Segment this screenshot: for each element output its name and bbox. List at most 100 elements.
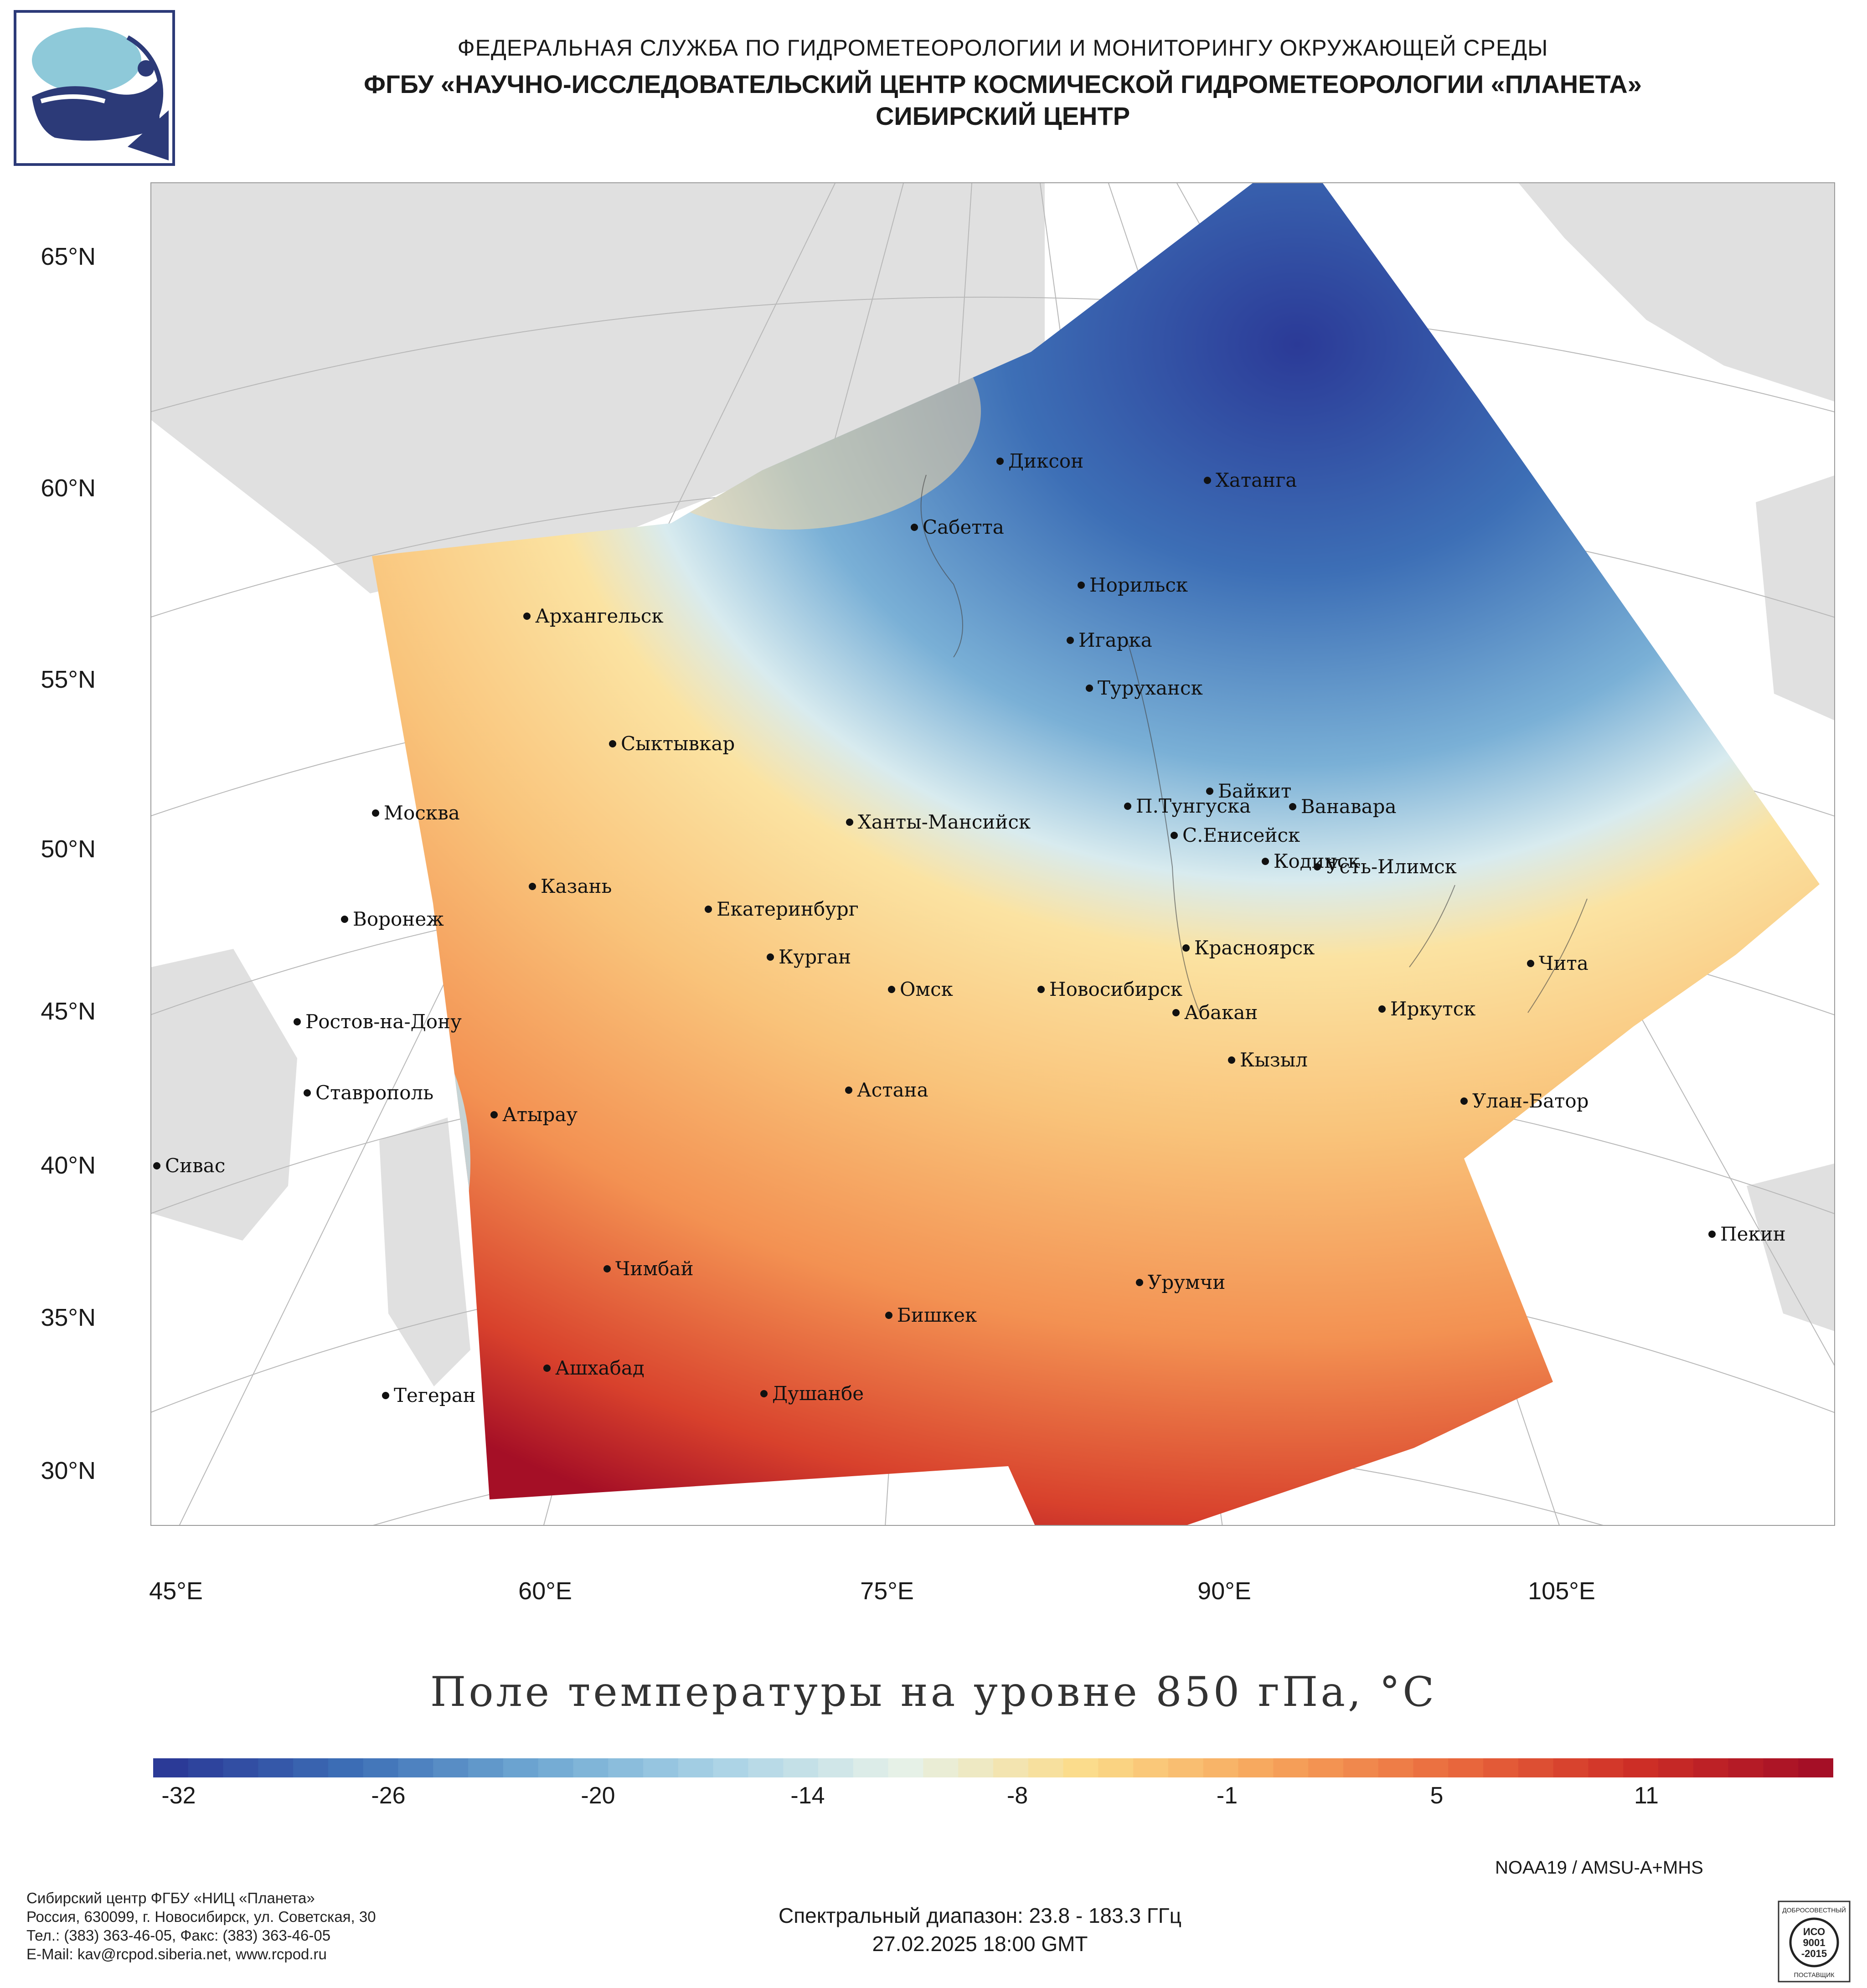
city-marker: [609, 740, 616, 747]
colorbar-segment: [958, 1758, 994, 1777]
organization-info: Сибирский центр ФГБУ «НИЦ «Планета» Росс…: [26, 1889, 376, 1963]
city-marker: [1067, 637, 1074, 644]
colorbar-segment: [1133, 1758, 1169, 1777]
city-marker: [996, 458, 1004, 465]
city-marker: [1086, 685, 1093, 692]
city-label: Казань: [541, 875, 612, 897]
colorbar-segment: [1378, 1758, 1414, 1777]
city-label: Туруханск: [1098, 677, 1203, 699]
colorbar: [153, 1758, 1833, 1777]
colorbar-segment: [258, 1758, 294, 1777]
colorbar-tick-label: -20: [581, 1782, 615, 1809]
svg-text:ДОБРОСОВЕСТНЫЙ: ДОБРОСОВЕСТНЫЙ: [1782, 1906, 1846, 1914]
city-marker: [888, 986, 895, 993]
city-marker: [153, 1162, 160, 1169]
colorbar-segment: [293, 1758, 329, 1777]
city-label: Ванавара: [1301, 795, 1397, 818]
agency-header: ФЕДЕРАЛЬНАЯ СЛУЖБА ПО ГИДРОМЕТЕОРОЛОГИИ …: [457, 35, 1548, 61]
colorbar-segment: [1623, 1758, 1659, 1777]
city-label: Ашхабад: [555, 1357, 645, 1379]
colorbar-segment: [153, 1758, 189, 1777]
map-title: Поле температуры на уровне 850 гПа, °C: [430, 1668, 1437, 1716]
colorbar-segment: [1238, 1758, 1274, 1777]
lon-label: 45°E: [149, 1577, 203, 1605]
city-label: Сивас: [165, 1154, 225, 1177]
colorbar-tick-label: -26: [371, 1782, 406, 1809]
city-marker: [523, 613, 531, 620]
lat-label: 60°N: [41, 474, 96, 502]
city-marker: [294, 1018, 301, 1025]
svg-text:ИСО: ИСО: [1803, 1926, 1825, 1937]
spectral-range: Спектральный диапазон: 23.8 - 183.3 ГГц: [778, 1904, 1182, 1927]
svg-text:9001: 9001: [1803, 1937, 1826, 1948]
colorbar-segment: [818, 1758, 854, 1777]
city-marker: [382, 1392, 389, 1399]
colorbar-tick-label: -32: [161, 1782, 196, 1809]
city-marker: [705, 906, 712, 913]
city-label: Игарка: [1078, 629, 1152, 651]
city-marker: [603, 1265, 611, 1272]
colorbar-segment: [1518, 1758, 1554, 1777]
colorbar-segment: [188, 1758, 224, 1777]
city-label: Воронеж: [353, 908, 444, 930]
org-line: E-Mail: kav@rcpod.siberia.net, www.rcpod…: [26, 1946, 327, 1962]
city-label: Чимбай: [615, 1257, 693, 1280]
colorbar-segment: [783, 1758, 819, 1777]
colorbar-tick-label: -8: [1006, 1782, 1028, 1809]
colorbar-segment: [1343, 1758, 1379, 1777]
colorbar-segment: [1028, 1758, 1064, 1777]
city-marker: [1136, 1279, 1143, 1286]
city-marker: [1708, 1231, 1716, 1238]
colorbar-segment: [713, 1758, 749, 1777]
institute-header: ФГБУ «НАУЧНО-ИССЛЕДОВАТЕЛЬСКИЙ ЦЕНТР КОС…: [364, 70, 1642, 98]
city-label: Усть-Илимск: [1325, 855, 1457, 878]
lat-label: 30°N: [41, 1457, 96, 1484]
city-marker: [543, 1365, 551, 1372]
city-marker: [1078, 582, 1085, 589]
colorbar-tick-label: 5: [1430, 1782, 1444, 1809]
city-marker: [1314, 863, 1321, 870]
city-marker: [767, 953, 774, 961]
colorbar-tick-label: 11: [1634, 1782, 1659, 1809]
city-marker: [846, 819, 853, 826]
colorbar-segment: [1553, 1758, 1589, 1777]
city-marker: [1228, 1056, 1235, 1064]
city-label: Абакан: [1184, 1001, 1258, 1024]
city-label: П.Тунгуска: [1136, 795, 1251, 817]
colorbar-segment: [328, 1758, 364, 1777]
colorbar-tick-label: -14: [790, 1782, 825, 1809]
colorbar-segment: [1308, 1758, 1344, 1777]
city-label: Красноярск: [1194, 937, 1315, 959]
city-label: Омск: [900, 978, 953, 1000]
city-label: Урумчи: [1148, 1271, 1225, 1293]
city-label: Архангельск: [535, 605, 664, 627]
city-label: Душанбе: [772, 1382, 864, 1405]
colorbar-segment: [538, 1758, 574, 1777]
colorbar-segment: [748, 1758, 784, 1777]
colorbar-segment: [1413, 1758, 1449, 1777]
colorbar-segment: [223, 1758, 259, 1777]
colorbar-segment: [1763, 1758, 1799, 1777]
city-label: Пекин: [1720, 1223, 1786, 1245]
city-label: Норильск: [1089, 574, 1188, 596]
lon-label: 60°E: [518, 1577, 572, 1605]
city-marker: [845, 1087, 852, 1094]
colorbar-segment: [1063, 1758, 1099, 1777]
colorbar-segment: [398, 1758, 434, 1777]
city-marker: [341, 916, 348, 923]
city-label: Москва: [384, 802, 460, 824]
city-marker: [372, 809, 379, 817]
org-line: Сибирский центр ФГБУ «НИЦ «Планета»: [26, 1890, 315, 1906]
city-marker: [1204, 477, 1211, 484]
lat-label: 40°N: [41, 1152, 96, 1179]
colorbar-segment: [993, 1758, 1029, 1777]
colorbar-segment: [573, 1758, 609, 1777]
city-marker: [490, 1111, 498, 1118]
colorbar-segment: [678, 1758, 714, 1777]
org-line: Тел.: (383) 363-46-05, Факс: (383) 363-4…: [26, 1927, 331, 1944]
colorbar-segment: [888, 1758, 924, 1777]
city-marker: [1182, 944, 1190, 952]
datetime: 27.02.2025 18:00 GMT: [872, 1932, 1088, 1956]
city-marker: [1206, 788, 1213, 795]
city-label: Курган: [779, 946, 851, 968]
